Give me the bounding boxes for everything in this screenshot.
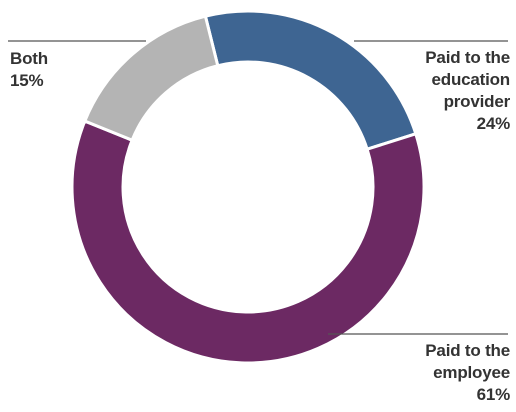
slice-label-2: Paid to the employee 61%: [425, 341, 510, 404]
donut-slice-3: [82, 14, 220, 143]
slice-value-label: 24%: [477, 114, 511, 133]
slice-value-label: 61%: [477, 385, 511, 404]
slice-value-label: 15%: [10, 71, 44, 90]
slice-label-1: Paid to the education provider 24%: [425, 48, 510, 133]
slice-name-line: Paid to the: [425, 48, 510, 67]
donut-slice-2: [70, 119, 426, 365]
slice-name-line: employee: [433, 363, 510, 382]
slice-labels: Paid to the education provider 24%Paid to t…: [10, 48, 511, 404]
slice-name-line: education: [432, 70, 511, 89]
slice-name-line: Both: [10, 49, 48, 68]
slice-name-line: Paid to the: [425, 341, 510, 360]
donut-slices: [70, 9, 426, 365]
donut-slice-1: [203, 9, 418, 152]
label-leader-lines: [8, 40, 508, 335]
slice-name-line: provider: [444, 92, 511, 111]
slice-label-3: Both 15%: [10, 49, 48, 90]
